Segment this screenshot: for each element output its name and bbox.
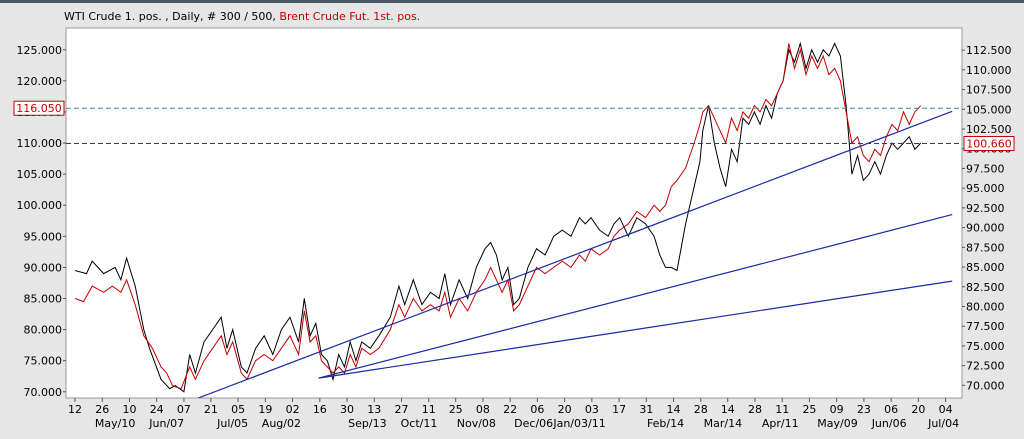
left-tick-label: 90.000: [24, 261, 63, 274]
right-tick-label: 112.500: [966, 44, 1012, 57]
left-tick-label: 85.000: [24, 293, 63, 306]
x-month-label: Dec/06: [514, 417, 553, 430]
x-day-label: 25: [802, 403, 816, 416]
x-day-label: 14: [667, 403, 681, 416]
series-layer: [74, 41, 953, 398]
x-day-label: 06: [530, 403, 544, 416]
left-tick-label: 95.000: [24, 230, 63, 243]
price-tag-box-0: [13, 100, 65, 116]
series-label-brent: Brent Crude Fut. 1st. pos.: [279, 10, 421, 23]
price-tag-label-0: 116.050: [16, 102, 62, 115]
x-day-label: 13: [367, 403, 381, 416]
x-day-label: 30: [340, 403, 354, 416]
left-tick-label: 120.000: [17, 75, 63, 88]
x-day-label: 26: [95, 403, 109, 416]
x-day-label: 12: [68, 403, 82, 416]
x-day-label: 23: [857, 403, 871, 416]
left-tick-label: 100.000: [17, 199, 63, 212]
series-line-trend2: [318, 214, 953, 379]
x-day-label: 05: [231, 403, 245, 416]
right-tick-label: 97.500: [966, 162, 1005, 175]
series-line-wti: [74, 41, 922, 393]
right-tick-label: 107.500: [966, 84, 1012, 97]
x-day-label: 21: [204, 403, 218, 416]
x-day-label: 09: [830, 403, 844, 416]
x-month-label: Jul/04: [927, 417, 959, 430]
x-day-label: 06: [884, 403, 898, 416]
x-day-label: 25: [449, 403, 463, 416]
right-tick-label: 90.000: [966, 222, 1005, 235]
left-tick-label: 105.000: [17, 168, 63, 181]
right-tick-label: 70.000: [966, 379, 1005, 392]
right-tick-label: 80.000: [966, 300, 1005, 313]
left-tick-label: 125.000: [17, 44, 63, 57]
window-top-bar: [0, 0, 1024, 3]
right-tick-label: 105.000: [966, 103, 1012, 116]
right-tick-label: 87.500: [966, 241, 1005, 254]
right-axis: 112.500110.000107.500105.000102.500100.0…: [962, 44, 1012, 392]
x-month-label: Jul/05: [216, 417, 248, 430]
x-month-label: Apr/11: [762, 417, 799, 430]
x-day-label: 02: [286, 403, 300, 416]
series-line-trend1: [198, 110, 953, 398]
left-tick-label: 75.000: [24, 355, 63, 368]
x-month-label: May/10: [95, 417, 135, 430]
x-day-label: 07: [177, 403, 191, 416]
x-day-label: 31: [639, 403, 653, 416]
right-tick-label: 95.000: [966, 182, 1005, 195]
x-month-label: Jun/07: [148, 417, 184, 430]
x-day-label: 20: [911, 403, 925, 416]
x-day-label: 16: [313, 403, 327, 416]
left-axis: 125.000120.000115.000110.000105.000100.0…: [17, 44, 66, 399]
left-tick-label: 80.000: [24, 324, 63, 337]
series-label-wti: WTI Crude 1. pos. , Daily, # 300 / 500,: [64, 10, 280, 23]
right-tick-label: 77.500: [966, 320, 1005, 333]
right-tick-label: 92.500: [966, 202, 1005, 215]
x-day-label: 19: [258, 403, 272, 416]
plot-area: [65, 27, 963, 399]
x-day-label: 17: [612, 403, 626, 416]
x-month-label: May/09: [817, 417, 857, 430]
x-axis: 12 26 10 24 07 21 05 19 02 16 30 13 27 11 25 08 22 06 20 03…: [68, 398, 959, 430]
x-day-label: 08: [476, 403, 490, 416]
price-tag-box-1: [963, 135, 1015, 151]
x-day-label: 27: [395, 403, 409, 416]
x-day-label: 04: [939, 403, 953, 416]
x-month-label: Feb/14: [647, 417, 684, 430]
right-tick-label: 75.000: [966, 340, 1005, 353]
x-month-label: Jan/03/11: [552, 417, 605, 430]
chart-header: WTI Crude 1. pos. , Daily, # 300 / 500, …: [64, 10, 420, 24]
right-tick-label: 72.500: [966, 360, 1005, 373]
right-tick-label: 85.000: [966, 261, 1005, 274]
x-day-label: 24: [150, 403, 164, 416]
price-tags: 116.050 100.660: [13, 100, 1015, 151]
right-tick-label: 82.500: [966, 281, 1005, 294]
price-level-lines: [66, 107, 962, 144]
left-tick-label: 110.000: [17, 137, 63, 150]
x-month-label: Jun/06: [871, 417, 907, 430]
x-month-label: Sep/13: [348, 417, 386, 430]
left-tick-label: 70.000: [24, 386, 63, 399]
x-day-label: 03: [585, 403, 599, 416]
x-day-label: 28: [694, 403, 708, 416]
price-tag-label-1: 100.660: [966, 137, 1012, 150]
x-day-label: 10: [122, 403, 136, 416]
x-day-label: 28: [748, 403, 762, 416]
x-day-label: 22: [503, 403, 517, 416]
right-tick-label: 110.000: [966, 64, 1012, 77]
right-tick-label: 102.500: [966, 123, 1012, 136]
x-day-label: 11: [422, 403, 436, 416]
series-line-trend3: [318, 280, 953, 379]
x-day-label: 14: [721, 403, 735, 416]
x-day-label: 20: [558, 403, 572, 416]
x-month-label: Mar/14: [704, 417, 742, 430]
x-month-label: Aug/02: [262, 417, 301, 430]
x-month-label: Oct/11: [401, 417, 438, 430]
x-day-label: 11: [775, 403, 789, 416]
series-line-brent: [74, 43, 922, 390]
x-month-label: Nov/08: [457, 417, 496, 430]
